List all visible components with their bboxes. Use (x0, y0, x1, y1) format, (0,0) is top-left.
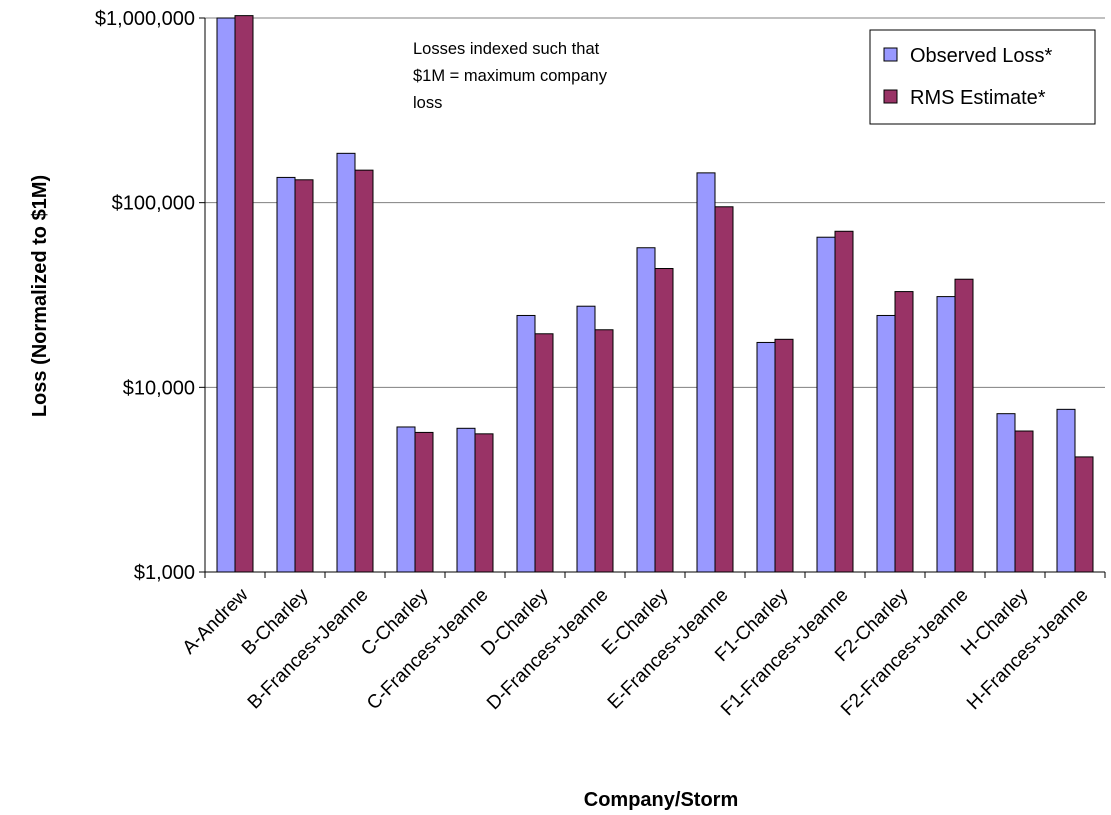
bar-rms (895, 292, 913, 572)
bar-observed (697, 173, 715, 572)
bar-observed (457, 428, 475, 572)
legend-label-observed: Observed Loss* (910, 45, 1053, 67)
legend: Observed Loss* RMS Estimate* (870, 30, 1095, 124)
y-tick-label: $1,000,000 (95, 8, 195, 30)
y-tick-label: $100,000 (112, 193, 195, 215)
bar-rms (235, 16, 253, 572)
annotation-line-3: loss (413, 94, 442, 112)
bar-rms (595, 330, 613, 572)
bar-rms (535, 334, 553, 572)
bar-observed (997, 414, 1015, 572)
y-tick-label: $1,000 (134, 562, 195, 584)
bar-rms (715, 207, 733, 572)
bar-rms (655, 269, 673, 572)
bar-observed (817, 237, 835, 572)
x-tick-label: B-Frances+Jeanne (244, 585, 373, 714)
bar-rms (1015, 431, 1033, 572)
bar-observed (637, 248, 655, 572)
bar-rms (475, 434, 493, 572)
bar-rms (295, 180, 313, 572)
bar-rms (355, 170, 373, 572)
bar-rms (835, 231, 853, 572)
bar-observed (1057, 409, 1075, 572)
bar-observed (337, 153, 355, 572)
legend-swatch-observed (884, 48, 897, 61)
x-axis-title: Company/Storm (584, 789, 738, 811)
bar-observed (517, 315, 535, 572)
bar-observed (577, 306, 595, 572)
y-tick-label: $10,000 (123, 377, 195, 399)
y-axis-title: Loss (Normalized to $1M) (29, 175, 51, 417)
legend-swatch-rms (884, 90, 897, 103)
bar-rms (1075, 457, 1093, 572)
annotation-line-1: Losses indexed such that (413, 40, 600, 58)
bar-observed (397, 427, 415, 572)
bar-observed (877, 315, 895, 572)
bar-rms (415, 432, 433, 572)
bar-rms (955, 279, 973, 572)
annotation-line-2: $1M = maximum company (413, 67, 608, 85)
bar-observed (217, 18, 235, 572)
bar-observed (937, 297, 955, 572)
bar-observed (757, 342, 775, 572)
legend-label-rms: RMS Estimate* (910, 87, 1046, 109)
bar-observed (277, 177, 295, 572)
bar-rms (775, 339, 793, 572)
